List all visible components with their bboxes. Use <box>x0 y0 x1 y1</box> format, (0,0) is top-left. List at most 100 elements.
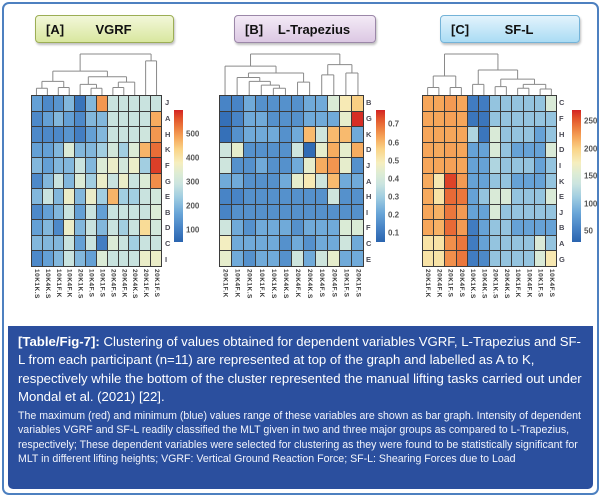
row-label: K <box>559 176 565 186</box>
heatmap-cell <box>42 173 54 190</box>
heatmap-cell <box>478 173 490 190</box>
heatmap-cell <box>75 96 87 112</box>
heatmap-cell <box>151 142 162 159</box>
heatmap-cell <box>107 251 119 267</box>
panel-label: [C] <box>451 21 470 37</box>
heatmap-cell <box>512 127 524 143</box>
heatmap-cell <box>478 235 490 252</box>
heatmap-cell <box>523 142 535 159</box>
panel-title: VGRF <box>95 21 132 37</box>
heatmap-cell <box>340 235 352 252</box>
heatmap-cell <box>75 204 87 221</box>
heatmap-cell <box>292 96 304 112</box>
heatmap-cell <box>434 204 446 221</box>
caption-note-text: The maximum (red) and minimum (blue) val… <box>18 409 581 466</box>
heatmap-cell <box>292 251 304 267</box>
heatmap-cell <box>244 251 256 267</box>
heatmap-cell <box>534 204 546 221</box>
column-label: 10K4K.S <box>43 269 51 299</box>
heatmap-cell <box>32 235 43 252</box>
heatmap-cell <box>53 96 65 112</box>
heatmap-cell <box>328 173 340 190</box>
heatmap-cell <box>32 204 43 221</box>
colorbar-tick-label: 0.2 <box>388 210 400 220</box>
heatmap-cell <box>42 127 54 143</box>
heatmap-cell <box>129 220 141 236</box>
heatmap-cell <box>340 220 352 236</box>
column-label: 10K4F.S <box>87 269 95 298</box>
heatmap-cell <box>534 111 546 128</box>
heatmap-cell <box>545 173 557 190</box>
heatmap-cell <box>501 189 513 205</box>
heatmap-cell <box>304 251 316 267</box>
heatmap-cell <box>256 220 268 236</box>
row-label: C <box>366 239 372 249</box>
heatmap-cell <box>467 251 479 267</box>
heatmap-cell <box>434 235 446 252</box>
heatmap-cell <box>316 235 328 252</box>
heatmap-grid <box>422 95 557 267</box>
heatmap-cell <box>501 96 513 112</box>
heatmap-cell <box>478 158 490 174</box>
heatmap-cell <box>86 111 97 128</box>
heatmap-cell <box>107 173 119 190</box>
heatmap-cell <box>96 220 108 236</box>
column-label: 20K1F.S <box>446 269 454 298</box>
heatmap-cell <box>280 189 292 205</box>
heatmap-cell <box>280 173 292 190</box>
heatmap-cell <box>456 96 468 112</box>
column-label: 10K1F.K <box>54 269 62 298</box>
heatmap-cell <box>256 127 268 143</box>
heatmap-cell <box>232 96 244 112</box>
row-label: E <box>366 254 372 264</box>
heatmap-cell <box>445 96 457 112</box>
heatmap-cell <box>490 158 502 174</box>
caption-main-body: Clustering of values obtained for depend… <box>18 334 582 405</box>
heatmap-cell <box>512 204 524 221</box>
column-label: 20K4F.S <box>109 269 117 298</box>
colorbar-tick-label: 100 <box>584 199 598 208</box>
heatmap-cell <box>340 127 352 143</box>
heatmap-cell <box>32 251 43 267</box>
heatmap-cell <box>534 220 546 236</box>
heatmap-cell <box>534 142 546 159</box>
heatmap-cell <box>304 173 316 190</box>
heatmap-cell <box>467 96 479 112</box>
column-label: 20K1F.S <box>153 269 161 298</box>
heatmap-cell <box>75 142 87 159</box>
heatmap-cell <box>75 235 87 252</box>
column-label: 20K4F.S <box>457 269 465 298</box>
heatmap-cell <box>328 142 340 159</box>
heatmap-cell <box>523 127 535 143</box>
heatmap-cell <box>280 204 292 221</box>
heatmap-cell <box>501 142 513 159</box>
heatmap-cell <box>423 235 435 252</box>
heatmap-cell <box>268 189 280 205</box>
heatmap-cell <box>256 204 268 221</box>
heatmap-cell <box>118 127 130 143</box>
row-label: G <box>559 254 565 264</box>
heatmap-cell <box>445 251 457 267</box>
heatmap-cell <box>86 158 97 174</box>
heatmap-cell <box>268 96 280 112</box>
heatmap-cell <box>512 96 524 112</box>
heatmap-cell <box>42 251 54 267</box>
heatmap-cell <box>490 204 502 221</box>
heatmap-cell <box>232 220 244 236</box>
heatmap-cell <box>467 111 479 128</box>
heatmap-cell <box>423 127 435 143</box>
heatmap-cell <box>501 220 513 236</box>
heatmap-cell <box>256 189 268 205</box>
heatmap-cell <box>256 142 268 159</box>
heatmap-cell <box>232 127 244 143</box>
heatmap-cell <box>340 251 352 267</box>
row-label: I <box>366 207 369 217</box>
heatmap-cell <box>53 111 65 128</box>
heatmap-cell <box>434 173 446 190</box>
colorbar-tick-label: 0.6 <box>388 138 400 148</box>
heatmap-cell <box>96 111 108 128</box>
heatmap-cell <box>456 142 468 159</box>
heatmap-cell <box>118 189 130 205</box>
heatmap-cell <box>545 158 557 174</box>
heatmap-cell <box>118 142 130 159</box>
